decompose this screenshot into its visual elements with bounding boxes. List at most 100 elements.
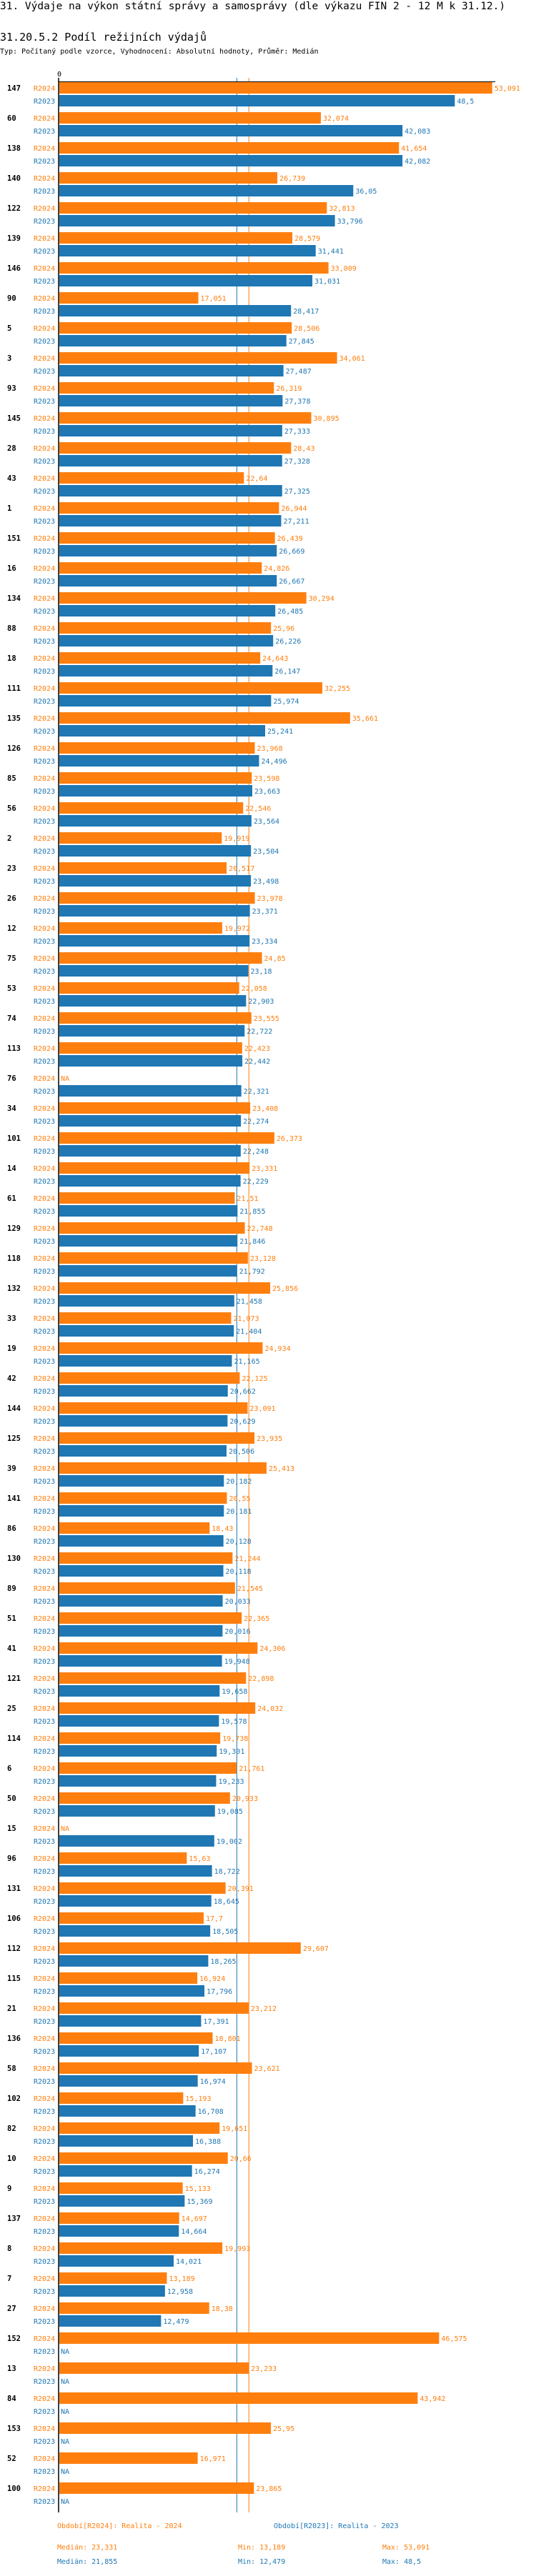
- value-label: 20,662: [230, 1388, 256, 1396]
- category-label: 74: [7, 1014, 16, 1023]
- series-label-r2024: R2024: [34, 2365, 55, 2373]
- value-label: 19,301: [219, 1748, 244, 1756]
- series-label-r2024: R2024: [34, 1675, 55, 1683]
- category-label: 9: [7, 2185, 11, 2193]
- category-label: 1: [7, 504, 11, 513]
- category-label: 135: [7, 714, 21, 723]
- bar-r2023-27: [59, 2315, 162, 2327]
- series-label-r2024: R2024: [34, 355, 55, 363]
- bar-r2024-33: [59, 1312, 232, 1324]
- series-label-r2023: R2023: [34, 608, 55, 616]
- series-label-r2024: R2024: [34, 2425, 55, 2433]
- na-label: NA: [61, 2438, 69, 2446]
- bar-r2023-9: [59, 2195, 185, 2207]
- bar-r2024-51: [59, 1612, 242, 1624]
- bar-r2024-102: [59, 2092, 184, 2104]
- series-label-r2023: R2023: [34, 2198, 55, 2206]
- value-label: 18,43: [212, 1525, 233, 1533]
- category-label: 153: [7, 2425, 21, 2433]
- category-label: 19: [7, 1344, 16, 1353]
- category-label: 102: [7, 2095, 21, 2103]
- bar-r2024-131: [59, 1882, 226, 1894]
- series-label-r2023: R2023: [34, 758, 55, 766]
- value-label: 25,95: [273, 2425, 294, 2433]
- value-label: 25,413: [269, 1465, 294, 1473]
- series-label-r2024: R2024: [34, 1285, 55, 1293]
- series-label-r2023: R2023: [34, 818, 55, 826]
- series-label-r2023: R2023: [34, 128, 55, 136]
- bar-r2024-153: [59, 2422, 272, 2434]
- bar-r2024-114: [59, 1732, 221, 1744]
- category-label: 122: [7, 204, 21, 213]
- series-label-r2023: R2023: [34, 1088, 55, 1096]
- bar-r2023-135: [59, 725, 265, 737]
- series-label-r2023: R2023: [34, 2438, 55, 2446]
- bar-r2024-23: [59, 862, 227, 874]
- series-label-r2024: R2024: [34, 1945, 55, 1953]
- bar-r2024-113: [59, 1042, 242, 1054]
- series-label-r2024: R2024: [34, 595, 55, 603]
- value-label: 30,895: [314, 415, 339, 423]
- value-label: 20,517: [229, 865, 254, 873]
- series-label-r2024: R2024: [34, 385, 55, 393]
- value-label: 24,85: [264, 955, 286, 963]
- category-label: 18: [7, 654, 16, 663]
- value-label: 26,319: [276, 385, 302, 393]
- page-title: 31. Výdaje na výkon státní správy a samo…: [0, 1, 506, 12]
- series-label-r2024: R2024: [34, 295, 55, 303]
- series-label-r2024: R2024: [34, 1105, 55, 1113]
- value-label: 18,505: [212, 1928, 238, 1936]
- value-label: 42,083: [405, 128, 430, 136]
- bar-r2024-112: [59, 1942, 301, 1954]
- value-label: 18,265: [210, 1958, 236, 1966]
- bar-r2024-74: [59, 1012, 252, 1024]
- bar-r2023-137: [59, 2225, 179, 2237]
- series-label-r2024: R2024: [34, 2095, 55, 2103]
- category-label: 56: [7, 804, 16, 813]
- series-label-r2023: R2023: [34, 158, 55, 166]
- series-label-r2024: R2024: [34, 1795, 55, 1803]
- na-label: NA: [61, 2378, 69, 2386]
- series-label-r2023: R2023: [34, 248, 55, 256]
- value-label: 16,708: [198, 2108, 224, 2116]
- series-label-r2024: R2024: [34, 1045, 55, 1053]
- chart-description: Typ: Počítaný podle vzorce, Vyhodnocení:…: [0, 48, 319, 56]
- value-label: 23,865: [256, 2485, 282, 2493]
- bar-r2024-52: [59, 2452, 198, 2464]
- value-label: 22,722: [247, 1028, 272, 1036]
- value-label: 18,801: [215, 2035, 241, 2043]
- bar-r2024-86: [59, 1522, 210, 1534]
- category-label: 88: [7, 624, 16, 633]
- bar-r2024-43: [59, 472, 244, 484]
- bar-r2023-82: [59, 2135, 193, 2147]
- bar-r2023-145: [59, 425, 282, 436]
- legend-r2023: Období[R2023]: Realita - 2023: [274, 2522, 399, 2530]
- value-label: 15,193: [185, 2095, 211, 2103]
- bar-r2023-18: [59, 665, 273, 677]
- value-label: 23,212: [251, 2005, 277, 2013]
- category-label: 14: [7, 1164, 16, 1173]
- bar-r2023-42: [59, 1385, 228, 1397]
- value-label: 36,05: [355, 188, 377, 196]
- series-label-r2023: R2023: [34, 218, 55, 226]
- bar-r2023-93: [59, 395, 283, 406]
- value-label: 27,378: [284, 398, 310, 406]
- value-label: 20,182: [226, 1478, 252, 1486]
- value-label: 23,663: [254, 788, 280, 796]
- series-label-r2023: R2023: [34, 1508, 55, 1516]
- series-label-r2023: R2023: [34, 1688, 55, 1696]
- bar-r2023-90: [59, 305, 292, 316]
- bar-r2023-3: [59, 365, 284, 376]
- value-label: 27,487: [286, 368, 312, 376]
- bar-r2023-34: [59, 1115, 242, 1127]
- na-label: NA: [61, 2408, 69, 2416]
- bar-r2024-136: [59, 2032, 213, 2044]
- value-label: 24,496: [261, 758, 287, 766]
- category-label: 139: [7, 234, 21, 243]
- category-label: 60: [7, 114, 16, 123]
- value-label: 23,091: [249, 1405, 275, 1413]
- value-label: 15,369: [187, 2198, 212, 2206]
- series-label-r2023: R2023: [34, 2048, 55, 2056]
- bar-r2023-21: [59, 2015, 202, 2027]
- bar-r2024-28: [59, 442, 292, 454]
